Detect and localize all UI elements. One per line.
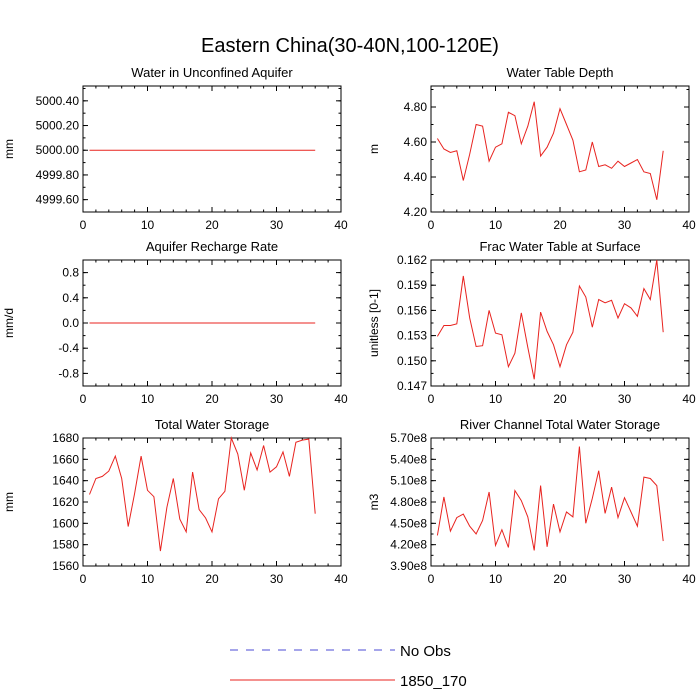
panels-container: Water in Unconfined Aquifer 0 10 20 30 40 4999… bbox=[2, 65, 696, 586]
panel-title: Aquifer Recharge Rate bbox=[146, 239, 278, 254]
series-line-1850-170 bbox=[89, 436, 316, 552]
panel-water-in-unconfined-aquifer: Water in Unconfined Aquifer 0 10 20 30 40 4999… bbox=[2, 65, 348, 232]
y-tick-label: 4.80 bbox=[404, 100, 428, 114]
x-tick-label: 40 bbox=[682, 392, 696, 406]
y-tick-label: 0.156 bbox=[397, 303, 427, 317]
figure-title: Eastern China(30-40N,100-120E) bbox=[201, 35, 499, 57]
x-tick-label: 0 bbox=[428, 392, 435, 406]
y-tick-label: 4.80e8 bbox=[390, 495, 427, 509]
x-tick-label: 30 bbox=[618, 392, 632, 406]
y-tick-label: 5.40e8 bbox=[390, 452, 427, 466]
y-axis-label: mm bbox=[2, 139, 16, 159]
y-axis-label: unitless [0-1] bbox=[367, 289, 381, 357]
y-tick-label: 0.162 bbox=[397, 253, 427, 267]
y-tick-label: 5.10e8 bbox=[390, 474, 427, 488]
x-tick-label: 10 bbox=[141, 572, 155, 586]
panel-frac-water-table-at-surface: Frac Water Table at Surface 0 10 20 30 40 0.14… bbox=[367, 239, 696, 406]
y-tick-label: 1640 bbox=[52, 474, 79, 488]
y-axis-label: m bbox=[367, 144, 381, 154]
x-tick-label: 20 bbox=[553, 572, 567, 586]
x-tick-label: 30 bbox=[618, 218, 632, 232]
x-tick-label: 40 bbox=[334, 392, 348, 406]
panel-total-water-storage: Total Water Storage 0 10 20 30 40 1560 1580 1600… bbox=[2, 417, 348, 586]
x-tick-label: 0 bbox=[428, 572, 435, 586]
x-tick-label: 40 bbox=[334, 218, 348, 232]
y-tick-label: 1660 bbox=[52, 452, 79, 466]
y-tick-label: 0.159 bbox=[397, 278, 427, 292]
plot-frame bbox=[82, 437, 342, 567]
x-tick-label: 30 bbox=[270, 392, 284, 406]
y-tick-label: 0.0 bbox=[62, 316, 79, 330]
x-tick-label: 0 bbox=[80, 572, 87, 586]
y-tick-label: -0.8 bbox=[58, 366, 79, 380]
series-line-1850-170 bbox=[436, 446, 664, 551]
legend-label-no-obs: No Obs bbox=[400, 643, 451, 660]
y-tick-label: 0.150 bbox=[397, 354, 427, 368]
x-tick-label: 30 bbox=[270, 572, 284, 586]
x-tick-label: 40 bbox=[334, 572, 348, 586]
x-tick-label: 0 bbox=[80, 218, 87, 232]
y-axis-label: mm/d bbox=[2, 308, 16, 338]
x-tick-label: 30 bbox=[270, 218, 284, 232]
x-tick-label: 20 bbox=[205, 218, 219, 232]
panel-water-table-depth: Water Table Depth 0 10 20 30 40 4.20 4.40 4.60 4.… bbox=[367, 65, 696, 232]
x-tick-label: 20 bbox=[553, 218, 567, 232]
panel-river-channel-total-water-storage: River Channel Total Water Storage 0 10 20 30… bbox=[367, 417, 696, 586]
plot-frame bbox=[430, 85, 690, 213]
legend-label-1850-170: 1850_170 bbox=[400, 673, 467, 690]
panel-aquifer-recharge-rate: Aquifer Recharge Rate 0 10 20 30 40 -0.8 -0.4 0.… bbox=[2, 239, 348, 406]
x-tick-label: 10 bbox=[489, 392, 503, 406]
y-axis-label: mm bbox=[2, 492, 16, 512]
y-tick-label: 0.147 bbox=[397, 379, 427, 393]
y-tick-label: 4.20e8 bbox=[390, 538, 427, 552]
y-tick-label: 4999.80 bbox=[36, 168, 80, 182]
y-tick-label: 4.50e8 bbox=[390, 516, 427, 530]
x-tick-label: 0 bbox=[428, 218, 435, 232]
panel-title: River Channel Total Water Storage bbox=[460, 417, 660, 432]
y-tick-label: -0.4 bbox=[58, 341, 79, 355]
y-tick-label: 5000.40 bbox=[36, 94, 80, 108]
y-tick-label: 4.20 bbox=[404, 205, 428, 219]
x-tick-label: 0 bbox=[80, 392, 87, 406]
panel-title: Water Table Depth bbox=[507, 65, 614, 80]
y-tick-label: 1600 bbox=[52, 516, 79, 530]
y-tick-label: 5000.20 bbox=[36, 119, 80, 133]
y-tick-label: 0.4 bbox=[62, 291, 79, 305]
y-tick-label: 0.153 bbox=[397, 329, 427, 343]
y-axis-label: m3 bbox=[367, 493, 381, 510]
y-tick-label: 0.8 bbox=[62, 266, 79, 280]
plot-frame bbox=[430, 437, 690, 567]
legend: No Obs 1850_170 bbox=[230, 643, 467, 690]
x-tick-label: 10 bbox=[489, 572, 503, 586]
panel-title: Water in Unconfined Aquifer bbox=[131, 65, 293, 80]
x-tick-label: 30 bbox=[618, 572, 632, 586]
x-tick-label: 20 bbox=[205, 392, 219, 406]
y-tick-label: 4.40 bbox=[404, 170, 428, 184]
y-tick-label: 1680 bbox=[52, 431, 79, 445]
x-tick-label: 10 bbox=[489, 218, 503, 232]
plot-frame bbox=[82, 85, 342, 213]
x-tick-label: 20 bbox=[553, 392, 567, 406]
y-tick-label: 1560 bbox=[52, 559, 79, 573]
y-tick-label: 3.90e8 bbox=[390, 559, 427, 573]
x-tick-label: 20 bbox=[205, 572, 219, 586]
series-line-1850-170 bbox=[436, 259, 664, 380]
panel-title: Total Water Storage bbox=[155, 417, 269, 432]
series-line-1850-170 bbox=[436, 101, 664, 200]
y-tick-label: 5.70e8 bbox=[390, 431, 427, 445]
y-tick-label: 4.60 bbox=[404, 135, 428, 149]
y-tick-label: 1620 bbox=[52, 495, 79, 509]
x-tick-label: 10 bbox=[141, 218, 155, 232]
x-tick-label: 10 bbox=[141, 392, 155, 406]
y-tick-label: 5000.00 bbox=[36, 143, 80, 157]
panel-title: Frac Water Table at Surface bbox=[479, 239, 640, 254]
y-tick-label: 1580 bbox=[52, 538, 79, 552]
x-tick-label: 40 bbox=[682, 218, 696, 232]
y-tick-label: 4999.60 bbox=[36, 193, 80, 207]
x-tick-label: 40 bbox=[682, 572, 696, 586]
